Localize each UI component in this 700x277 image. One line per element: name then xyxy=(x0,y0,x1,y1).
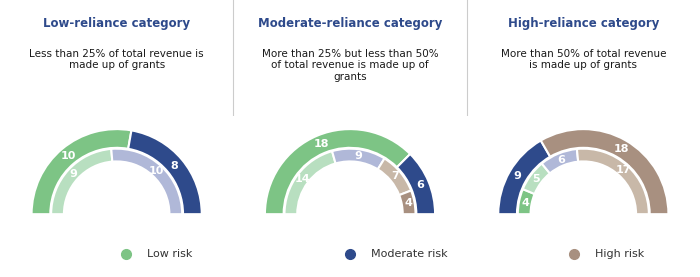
Text: 6: 6 xyxy=(416,180,424,190)
Text: 9: 9 xyxy=(354,151,362,161)
Text: 14: 14 xyxy=(295,174,311,184)
Wedge shape xyxy=(284,151,335,214)
Wedge shape xyxy=(51,149,112,214)
Wedge shape xyxy=(577,149,649,214)
Text: 18: 18 xyxy=(314,139,329,149)
Wedge shape xyxy=(498,140,550,214)
Text: Low-reliance category: Low-reliance category xyxy=(43,17,190,30)
Text: More than 50% of total revenue
is made up of grants: More than 50% of total revenue is made u… xyxy=(500,49,666,70)
Wedge shape xyxy=(397,154,435,214)
Text: 18: 18 xyxy=(613,143,629,154)
Text: More than 25% but less than 50%
of total revenue is made up of
grants: More than 25% but less than 50% of total… xyxy=(262,49,438,82)
Text: High risk: High risk xyxy=(595,249,644,259)
Wedge shape xyxy=(399,191,416,214)
Text: 4: 4 xyxy=(522,198,529,208)
Text: 9: 9 xyxy=(514,171,522,181)
Text: Moderate risk: Moderate risk xyxy=(371,249,447,259)
Text: 9: 9 xyxy=(69,169,77,179)
Wedge shape xyxy=(111,149,182,214)
Text: 7: 7 xyxy=(391,171,400,181)
Wedge shape xyxy=(378,158,411,195)
Text: 6: 6 xyxy=(556,155,565,165)
Text: 17: 17 xyxy=(615,165,631,175)
Wedge shape xyxy=(518,189,535,214)
Text: 10: 10 xyxy=(149,166,164,176)
Wedge shape xyxy=(32,129,132,214)
Wedge shape xyxy=(542,149,578,173)
Wedge shape xyxy=(541,129,668,214)
Text: High-reliance category: High-reliance category xyxy=(508,17,659,30)
Wedge shape xyxy=(265,129,410,214)
Text: 10: 10 xyxy=(60,151,76,161)
Wedge shape xyxy=(128,130,202,214)
Text: 4: 4 xyxy=(404,198,412,208)
Text: 5: 5 xyxy=(532,174,540,184)
Wedge shape xyxy=(332,149,384,169)
Text: 8: 8 xyxy=(171,160,178,171)
Text: Moderate-reliance category: Moderate-reliance category xyxy=(258,17,442,30)
Wedge shape xyxy=(523,163,550,194)
Text: Low risk: Low risk xyxy=(147,249,193,259)
Text: Less than 25% of total revenue is
made up of grants: Less than 25% of total revenue is made u… xyxy=(29,49,204,70)
